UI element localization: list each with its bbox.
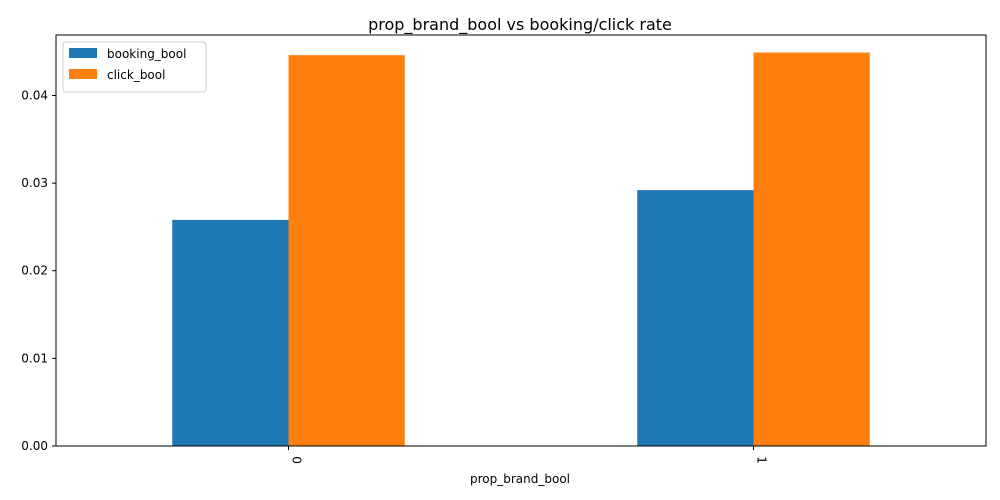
plot-area-frame xyxy=(55,34,987,447)
y-tick-label: 0.00 xyxy=(21,439,48,453)
bar-booking_bool-1 xyxy=(637,190,754,446)
bar-booking_bool-0 xyxy=(172,219,289,446)
y-tick-label: 0.04 xyxy=(21,88,48,102)
legend: booking_bool click_bool xyxy=(62,41,207,93)
bar-click_bool-0 xyxy=(288,55,405,447)
legend-box xyxy=(62,41,207,93)
bar-click_bool-1 xyxy=(753,52,870,447)
legend-swatch-booking_bool xyxy=(69,48,97,58)
x-tick-label-1: 1 xyxy=(755,456,769,464)
y-tick-label: 0.01 xyxy=(21,351,48,365)
legend-label-click_bool: click_bool xyxy=(107,68,165,82)
chart-title: prop_brand_bool vs booking/click rate xyxy=(368,15,672,35)
legend-swatch-click_bool xyxy=(69,69,97,79)
x-tick-label-0: 0 xyxy=(290,456,304,464)
bars-group xyxy=(172,52,870,447)
x-axis-label: prop_brand_bool xyxy=(470,472,570,486)
y-tick-label: 0.02 xyxy=(21,264,48,278)
y-axis: 0.00 0.01 0.02 0.03 0.04 xyxy=(21,88,56,453)
y-tick-label: 0.03 xyxy=(21,176,48,190)
legend-label-booking_bool: booking_bool xyxy=(107,47,186,61)
